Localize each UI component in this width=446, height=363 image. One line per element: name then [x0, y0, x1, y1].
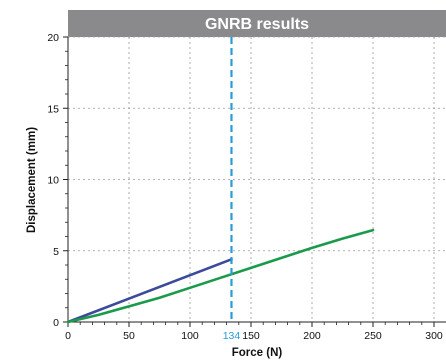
grid	[68, 36, 446, 322]
series-line-1	[66, 257, 233, 324]
y-axis-title: Displacement (mm)	[26, 127, 38, 233]
annotation-layer: 134	[223, 37, 241, 342]
axes	[63, 36, 446, 327]
x-tick-label: 50	[123, 330, 135, 342]
x-tick-label: 200	[303, 330, 321, 342]
series-line-2	[66, 228, 375, 324]
y-tick-label: 20	[47, 32, 59, 44]
x-tick-label: 0	[65, 330, 71, 342]
x-tick-label: 100	[181, 330, 199, 342]
tick-labels: 0 50 100 150 200 250 300 0 5 10 15 20	[47, 32, 443, 342]
x-axis-title: Force (N)	[232, 347, 283, 359]
y-tick-label: 0	[53, 317, 59, 329]
y-tick-label: 5	[53, 246, 59, 258]
y-tick-label: 10	[47, 175, 59, 187]
chart-title-bar	[68, 10, 446, 37]
vline-label: 134	[223, 330, 241, 342]
x-tick-label: 250	[364, 330, 382, 342]
x-tick-label: 300	[425, 330, 443, 342]
y-tick-label: 15	[47, 103, 59, 115]
x-tick-label: 150	[242, 330, 260, 342]
series-layer	[66, 228, 375, 324]
chart-title: GNRB results	[205, 16, 309, 33]
